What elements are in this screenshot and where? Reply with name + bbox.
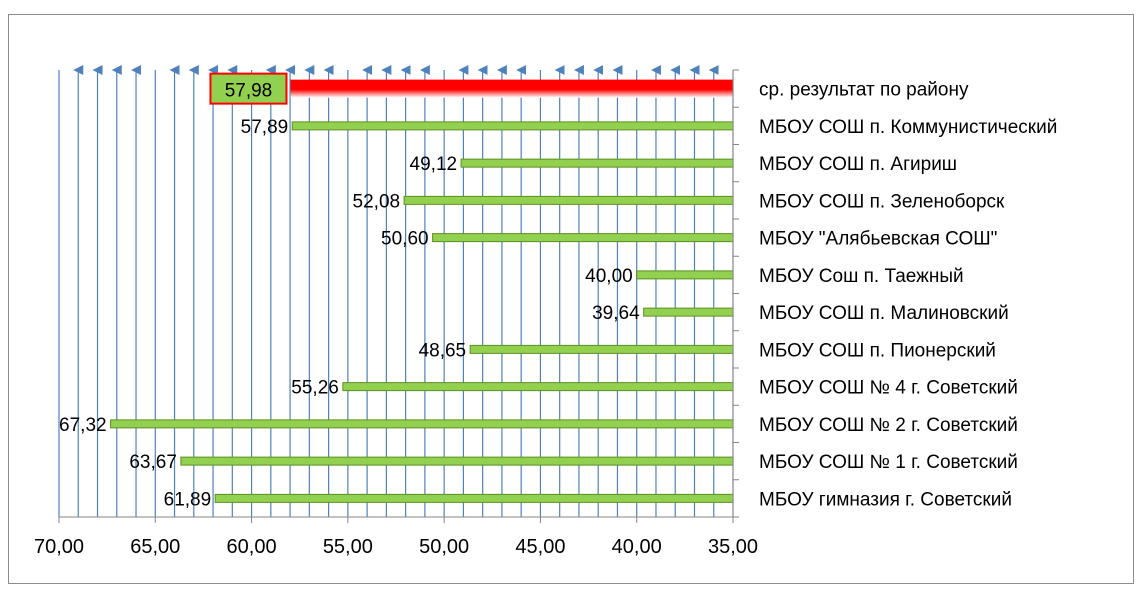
category-label: МБОУ СОШ № 4 г. Советский [759, 378, 1018, 399]
category-label: МБОУ СОШ п. Пионерский [759, 340, 996, 361]
value-label-box [209, 72, 288, 105]
bar [432, 233, 734, 243]
x-tick-label: 55,00 [323, 536, 373, 558]
gridlines [58, 65, 734, 517]
category-label: ср. результат по району [759, 80, 969, 101]
value-label: 57,89 [241, 117, 289, 138]
value-label: 52,08 [353, 191, 401, 212]
value-label: 48,65 [419, 340, 467, 361]
category-label: МБОУ СОШ п. Агириш [759, 154, 957, 175]
bars [110, 79, 734, 503]
category-label: МБОУ Сош п. Таежный [759, 266, 964, 287]
x-tick-label: 50,00 [419, 536, 469, 558]
value-label: 55,26 [291, 378, 339, 399]
bar [636, 270, 734, 280]
category-label: МБОУ СОШ п. Малиновский [759, 303, 1009, 324]
chart-frame: 70,00 65,00 60,00 55,00 50,00 45,00 40,00 35,00… [8, 14, 1134, 584]
x-tick-label: 40,00 [612, 536, 662, 558]
value-label: 61,89 [164, 489, 212, 510]
category-label: МБОУ СОШ № 2 г. Советский [759, 415, 1018, 436]
x-tick-label: 65,00 [130, 536, 180, 558]
category-label: МБОУ СОШ п. Коммунистический [759, 117, 1057, 138]
value-label: 50,60 [381, 229, 429, 250]
value-label: 40,00 [585, 266, 633, 287]
bar [460, 158, 734, 168]
value-label: 39,64 [592, 303, 640, 324]
x-tick-label: 35,00 [708, 536, 758, 558]
category-label: МБОУ "Алябьевская СОШ" [759, 229, 997, 250]
bar [342, 382, 734, 392]
category-label: МБОУ гимназия г. Советский [759, 489, 1012, 510]
category-label: МБОУ СОШ № 1 г. Советский [759, 452, 1018, 473]
bar [180, 456, 734, 466]
bar-highlight [290, 79, 733, 98]
x-tick-label: 45,00 [515, 536, 565, 558]
category-label: МБОУ СОШ п. Зеленоборск [759, 191, 1005, 212]
bar [469, 344, 734, 354]
value-label: 49,12 [410, 154, 458, 175]
axes: 70,00 65,00 60,00 55,00 50,00 45,00 40,00 35,00 [34, 69, 758, 558]
value-label: 63,67 [129, 452, 177, 473]
x-tick-label: 60,00 [227, 536, 277, 558]
bar [291, 121, 734, 131]
labels: ср. результат по району 57,98 МБОУ СОШ п. … [59, 72, 1057, 510]
value-label: 67,32 [59, 415, 107, 436]
x-tick-label: 70,00 [34, 536, 84, 558]
value-label: 57,98 [225, 81, 273, 102]
bar [403, 195, 734, 205]
bar [214, 493, 734, 503]
bar-chart: 70,00 65,00 60,00 55,00 50,00 45,00 40,00 35,00… [34, 65, 1057, 558]
bar [110, 419, 734, 429]
bar [643, 307, 734, 317]
